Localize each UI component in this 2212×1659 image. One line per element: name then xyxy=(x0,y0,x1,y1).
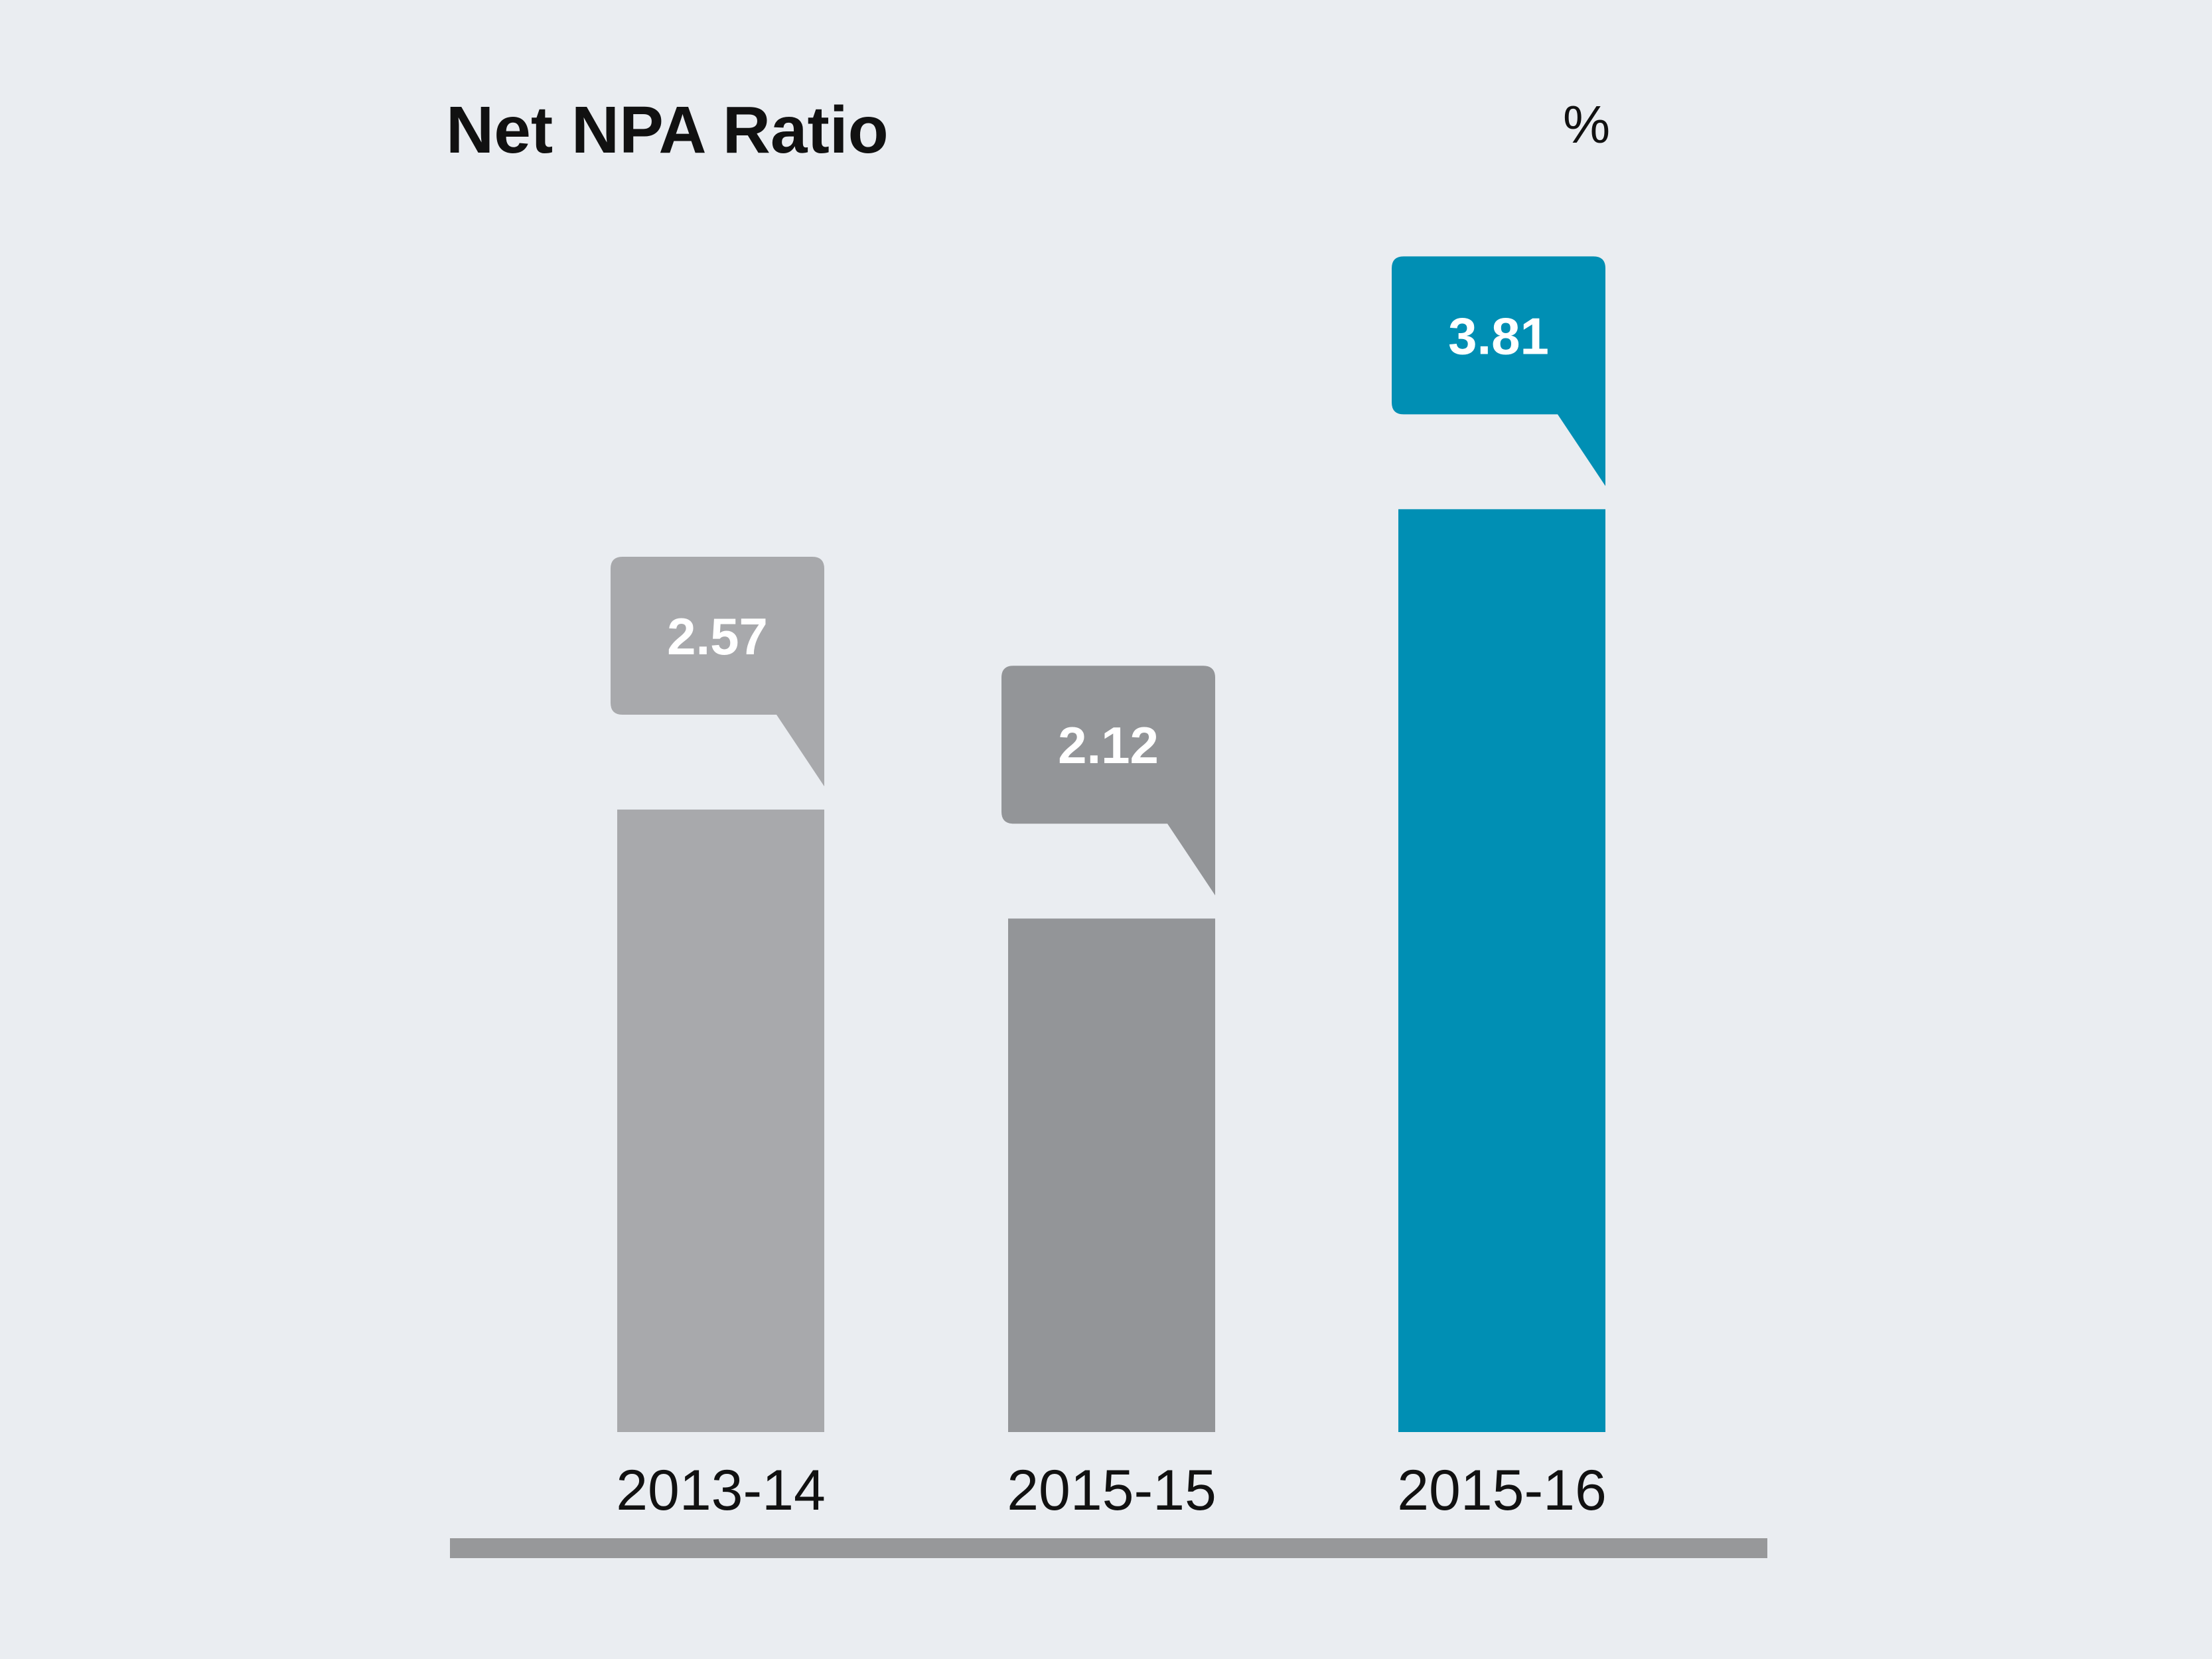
bar-2013-14 xyxy=(617,809,824,1432)
data-label-2015-16: 3.81 xyxy=(1448,307,1549,365)
value-callout-2015-16 xyxy=(1392,256,1605,486)
data-label-2015-15: 2.12 xyxy=(1058,716,1159,774)
data-label-2013-14: 2.57 xyxy=(667,607,768,666)
x-axis-baseline xyxy=(450,1538,1767,1558)
unit-label: % xyxy=(1563,95,1610,154)
x-tick-label-2013-14: 2013-14 xyxy=(616,1459,826,1522)
chart-title: Net NPA Ratio xyxy=(446,93,889,167)
x-tick-label-2015-16: 2015-16 xyxy=(1397,1459,1607,1522)
value-callout-2015-15 xyxy=(1001,666,1215,896)
bars-group: 2.57 2013-14 2.12 2015-15 3.81 2015-16 xyxy=(611,256,1607,1522)
x-tick-label-2015-15: 2015-15 xyxy=(1007,1459,1217,1522)
bar-2015-16 xyxy=(1398,509,1605,1432)
bar-2015-15 xyxy=(1008,918,1215,1432)
value-callout-2013-14 xyxy=(611,556,824,786)
